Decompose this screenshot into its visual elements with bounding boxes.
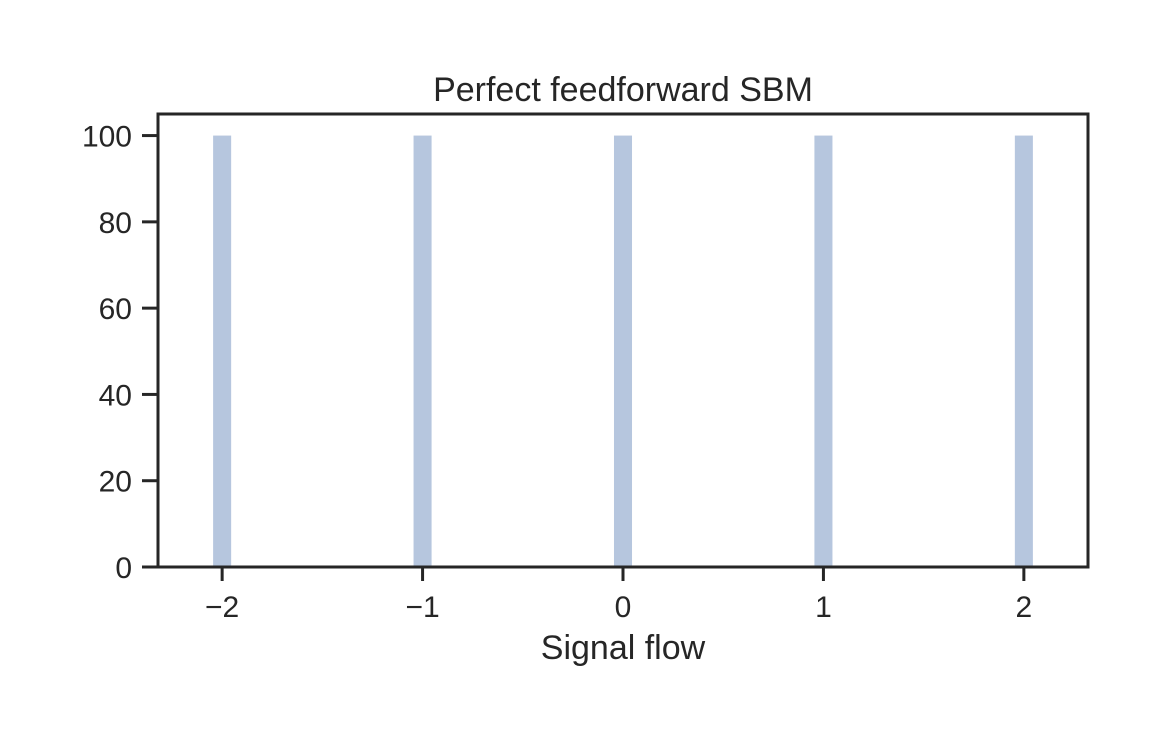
x-axis-label: Signal flow <box>541 629 706 667</box>
x-axis-ticks: −2 −1 0 1 2 <box>205 567 1032 624</box>
y-tick-label: 100 <box>82 121 132 154</box>
histogram-bar <box>814 135 833 568</box>
y-tick-label: 20 <box>99 466 132 499</box>
histogram-bar <box>213 135 232 568</box>
y-tick-label: 0 <box>115 552 132 585</box>
x-tick-label: 0 <box>615 591 632 624</box>
x-tick-label: −1 <box>405 591 439 624</box>
y-tick-label: 40 <box>99 379 132 412</box>
x-tick-label: 2 <box>1016 591 1033 624</box>
histogram-bar <box>613 135 633 568</box>
y-tick-label: 60 <box>99 293 132 326</box>
x-tick-label: 1 <box>815 591 832 624</box>
y-tick-label: 80 <box>99 207 132 240</box>
bars-group <box>213 135 1033 568</box>
y-axis-ticks: 0 20 40 60 80 100 <box>82 121 158 585</box>
histogram-bar <box>413 135 432 568</box>
x-tick-label: −2 <box>205 591 239 624</box>
plot-frame <box>156 112 1090 569</box>
chart-title: Perfect feedforward SBM <box>433 71 813 109</box>
histogram-bar <box>1014 135 1033 568</box>
